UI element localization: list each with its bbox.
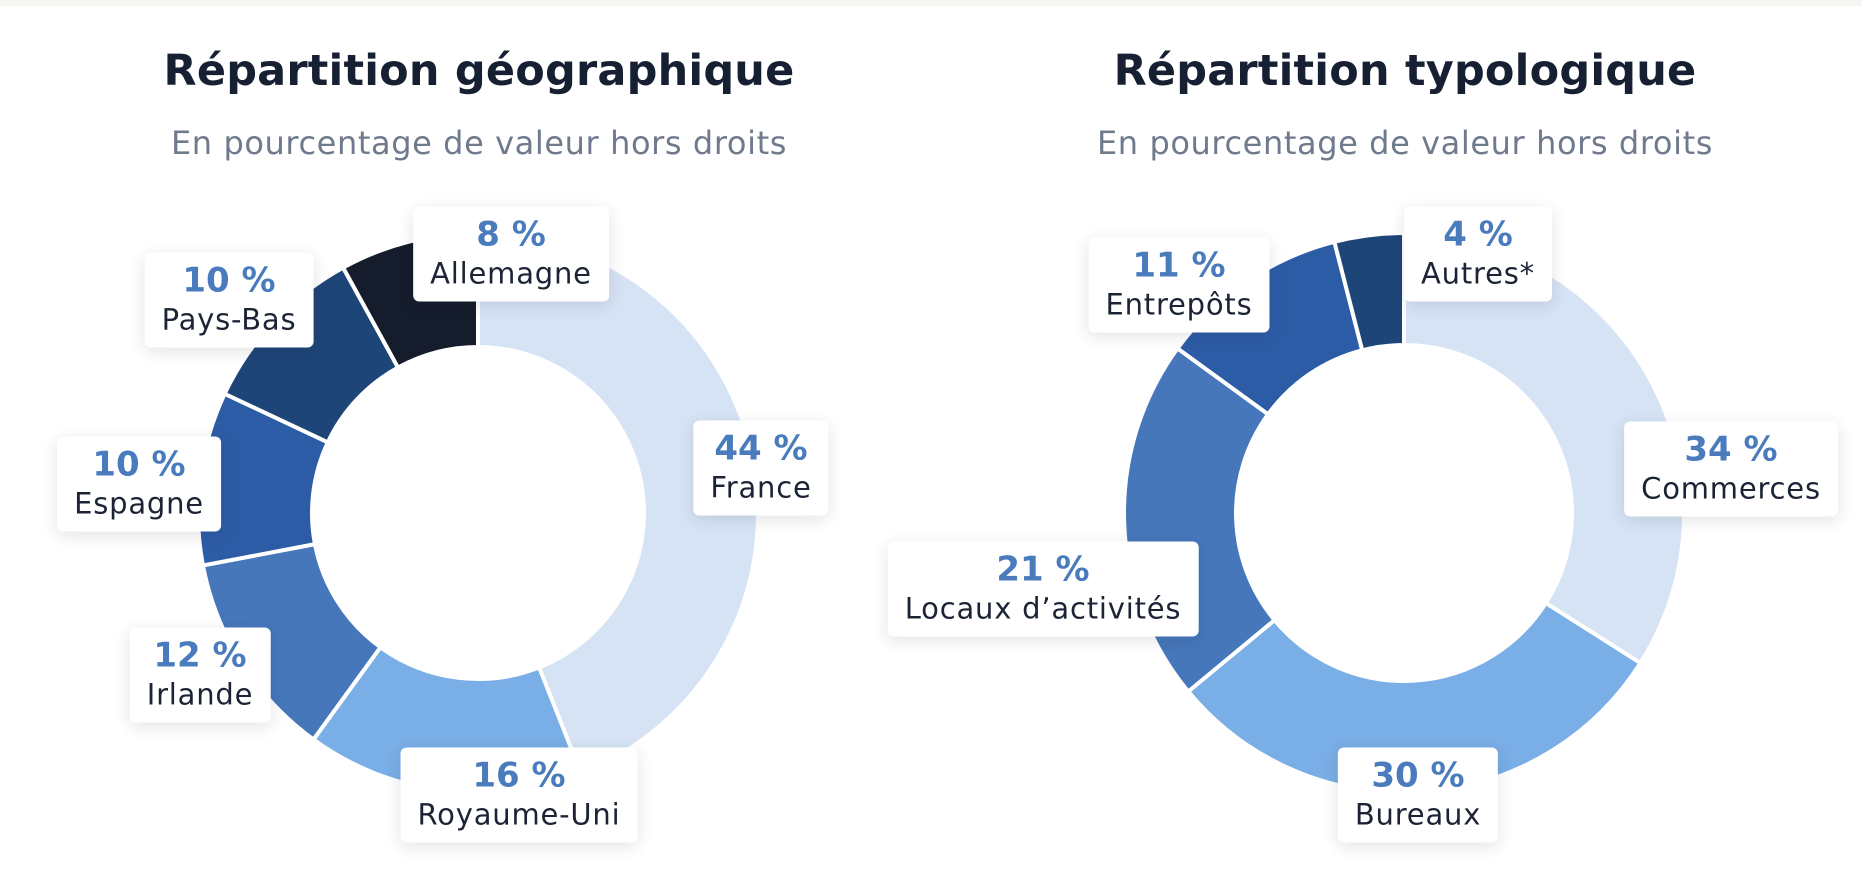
geographic-donut-chart [196,231,760,795]
geographic-chart-panel: Répartition géographique En pourcentage … [57,46,829,843]
slice-value-label: 16 % [472,755,566,796]
slice-category-label: Espagne [74,486,204,521]
slice-category-label: Autres* [1421,256,1535,291]
data-label-royaume-uni: 16 % Royaume-Uni [400,747,638,843]
slice-value-label: 34 % [1684,429,1778,470]
top-strip [0,0,1862,6]
slice-value-label: 10 % [92,444,186,485]
data-label-pays-bas: 10 % Pays-Bas [144,252,314,348]
data-label-irlande: 12 % Irlande [129,627,271,723]
slice-value-label: 44 % [714,428,808,469]
chart-subtitle: En pourcentage de valeur hors droits [170,124,787,162]
data-label-allemagne: 8 % Allemagne [413,206,609,302]
slice-category-label: Irlande [146,677,254,712]
data-label-france: 44 % France [693,420,829,516]
slice-category-label: Pays-Bas [161,302,297,337]
slice-bureaux [1186,601,1643,795]
chart-title: Répartition géographique [163,46,795,96]
data-label-locaux-d-activites: 21 % Locaux d’activités [887,541,1199,637]
slice-category-label: Commerces [1641,471,1821,506]
slice-commerces [1402,231,1686,666]
typological-chart-panel: Répartition typologique En pourcentage d… [887,0,1862,886]
slice-category-label: Locaux d’activités [904,591,1182,626]
slice-value-label: 4 % [1443,214,1513,255]
slice-autres [1332,231,1406,353]
slice-value-label: 8 % [476,214,546,255]
slice-france [476,231,760,776]
slice-value-label: 11 % [1132,245,1226,286]
data-label-autres: 4 % Autres* [1404,206,1552,302]
data-label-bureaux: 30 % Bureaux [1337,747,1499,843]
typological-donut-chart [1122,231,1686,795]
data-label-entrepots: 11 % Entrepôts [1088,237,1270,333]
slice-value-label: 30 % [1371,755,1465,796]
slice-category-label: Allemagne [430,256,592,291]
slice-value-label: 10 % [182,260,276,301]
data-label-commerces: 34 % Commerces [1624,421,1838,517]
slice-category-label: Entrepôts [1105,287,1253,322]
slice-value-label: 21 % [996,549,1090,590]
data-label-espagne: 10 % Espagne [57,436,221,532]
chart-subtitle: En pourcentage de valeur hors droits [1096,124,1713,162]
slice-value-label: 12 % [153,635,247,676]
chart-title: Répartition typologique [1113,46,1697,96]
slice-category-label: Bureaux [1354,797,1482,832]
slice-category-label: Royaume-Uni [417,797,621,832]
slice-category-label: France [710,470,812,505]
